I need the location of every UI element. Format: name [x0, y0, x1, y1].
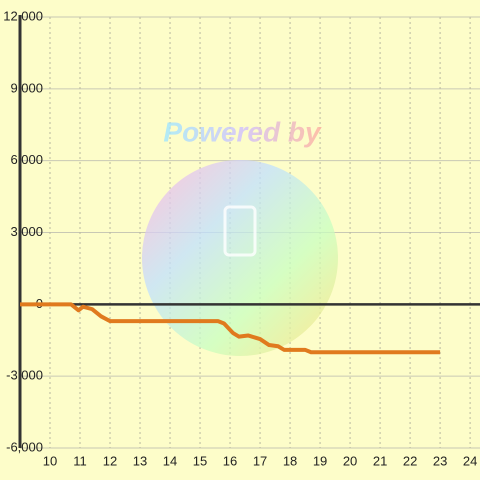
x-tick-label: 16	[223, 453, 237, 468]
data-line	[20, 302, 441, 355]
watermark-logo	[142, 160, 338, 356]
watermark-text: Powered by	[163, 116, 322, 147]
y-tick-label: 9,000	[10, 80, 43, 95]
x-tick-label: 24	[463, 453, 477, 468]
x-tick-label: 13	[133, 453, 147, 468]
watermark-icon	[223, 205, 257, 257]
x-tick-label: 19	[313, 453, 327, 468]
y-tick-label: 3,000	[10, 224, 43, 239]
x-tick-label: 23	[433, 453, 447, 468]
x-tick-label: 11	[73, 453, 87, 468]
plot: -6,000-3,00003,0006,0009,00012,000101112…	[3, 8, 480, 468]
x-tick-label: 15	[193, 453, 207, 468]
x-tick-label: 17	[253, 453, 267, 468]
y-tick-label: 12,000	[3, 8, 43, 23]
x-tick-label: 12	[103, 453, 117, 468]
x-tick-label: 18	[283, 453, 297, 468]
y-tick-label: -3,000	[6, 368, 43, 383]
x-tick-label: 10	[43, 453, 57, 468]
x-tick-label: 21	[373, 453, 387, 468]
x-tick-label: 22	[403, 453, 417, 468]
x-tick-label: 20	[343, 453, 357, 468]
y-tick-label: 6,000	[10, 152, 43, 167]
y-tick-label: -6,000	[6, 439, 43, 454]
x-tick-label: 14	[163, 453, 177, 468]
